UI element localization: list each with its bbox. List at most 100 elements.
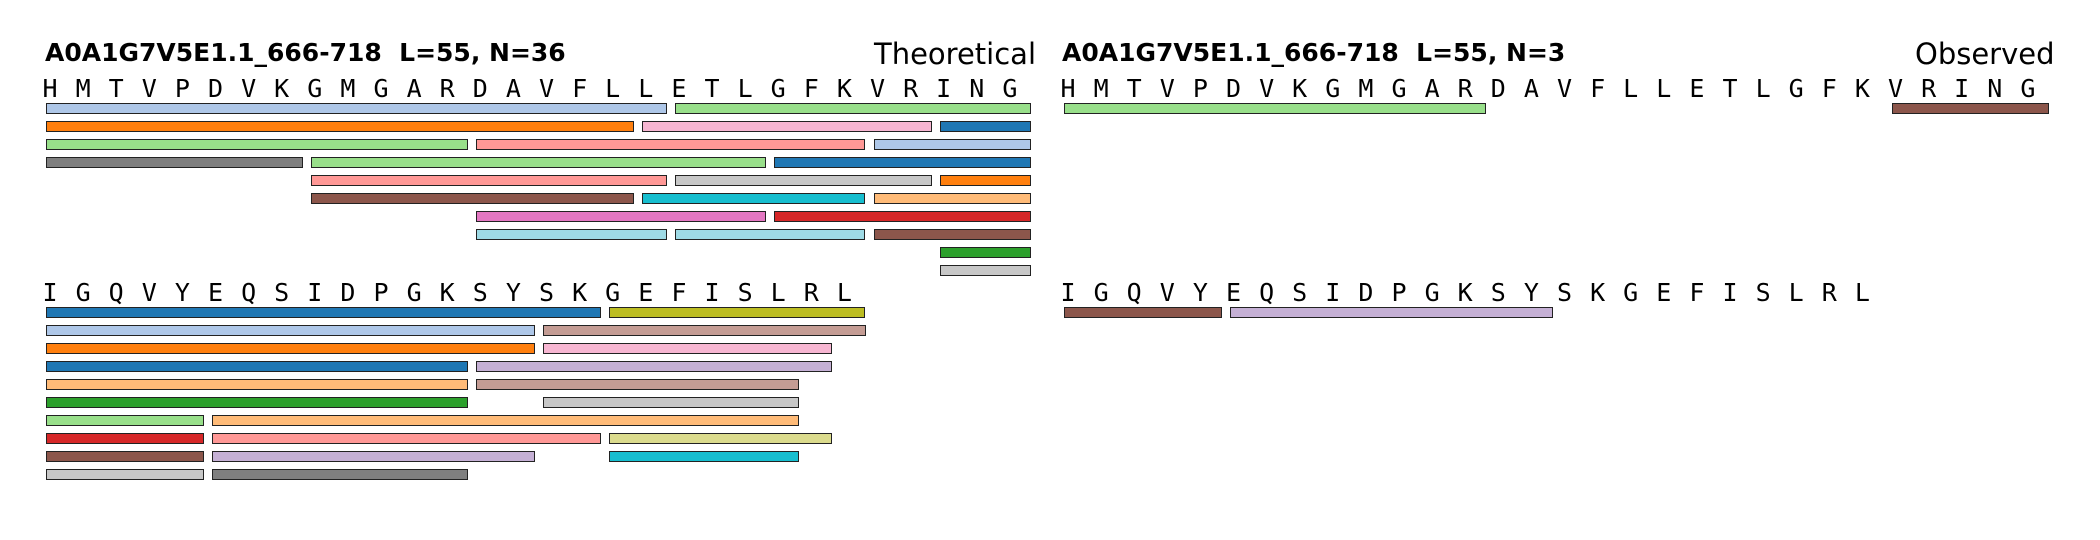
peptide-bar-theoretical-b0-8: [46, 157, 303, 168]
residue-observed-b0-20: T: [1722, 74, 1738, 103]
peptide-bar-theoretical-b1-13: [211, 415, 800, 426]
residue-theoretical-b0-2: T: [108, 74, 124, 103]
peptide-bar-theoretical-b0-19: [476, 229, 667, 240]
residue-observed-b1-13: S: [1490, 278, 1506, 307]
peptide-bar-theoretical-b1-3: [542, 325, 866, 336]
residue-observed-b1-24: L: [1854, 278, 1870, 307]
peptide-bar-theoretical-b0-1: [674, 103, 1031, 114]
residue-observed-b1-4: Y: [1192, 278, 1208, 307]
residue-observed-b1-2: Q: [1126, 278, 1142, 307]
residue-theoretical-b0-21: L: [737, 74, 753, 103]
residue-theoretical-b0-17: L: [605, 74, 621, 103]
residue-theoretical-b1-22: L: [770, 278, 786, 307]
peptide-bar-observed-b0-0: [1064, 103, 1487, 114]
peptide-bar-theoretical-b0-7: [873, 139, 1031, 150]
residue-theoretical-b0-1: M: [75, 74, 91, 103]
residue-observed-b1-5: E: [1225, 278, 1242, 307]
residue-observed-b1-18: E: [1656, 278, 1672, 307]
peptide-bar-theoretical-b1-4: [46, 343, 535, 354]
peptide-bar-theoretical-b0-17: [476, 211, 767, 222]
observed-panel-label: Observed: [1915, 37, 2055, 71]
peptide-bar-theoretical-b1-7: [476, 361, 833, 372]
residue-theoretical-b0-25: V: [869, 74, 886, 103]
residue-observed-b0-26: R: [1921, 74, 1937, 103]
residue-theoretical-b0-4: P: [174, 74, 190, 103]
peptide-bar-theoretical-b1-17: [46, 451, 204, 462]
residue-theoretical-b1-11: G: [406, 278, 422, 307]
residue-theoretical-b1-3: V: [141, 278, 157, 307]
residue-observed-b1-3: V: [1159, 278, 1175, 307]
residue-observed-b1-11: G: [1424, 278, 1440, 307]
residue-theoretical-b0-8: G: [307, 74, 323, 103]
residue-observed-b0-12: R: [1457, 74, 1473, 103]
residue-observed-b1-0: I: [1060, 278, 1076, 307]
residue-theoretical-b1-7: S: [274, 278, 290, 307]
peptide-bar-theoretical-b0-6: [476, 139, 866, 150]
residue-observed-b0-22: G: [1788, 74, 1804, 103]
residue-theoretical-b1-17: G: [605, 278, 621, 307]
residue-observed-b1-22: L: [1788, 278, 1804, 307]
residue-theoretical-b0-12: R: [439, 74, 455, 103]
peptide-bar-theoretical-b0-10: [774, 157, 1031, 168]
peptide-bar-theoretical-b1-15: [211, 433, 601, 444]
residue-observed-b1-14: Y: [1523, 278, 1539, 307]
residue-observed-b0-10: G: [1391, 74, 1407, 103]
peptide-bar-theoretical-b0-3: [641, 121, 932, 132]
peptide-bar-theoretical-b1-12: [46, 415, 204, 426]
residue-observed-b1-21: S: [1755, 278, 1771, 307]
residue-observed-b1-23: R: [1821, 278, 1837, 307]
residue-observed-b0-18: L: [1656, 74, 1672, 103]
residue-theoretical-b0-11: A: [406, 74, 422, 103]
residue-theoretical-b1-14: Y: [505, 278, 521, 307]
residue-observed-b1-8: I: [1325, 278, 1341, 307]
residue-observed-b1-7: S: [1292, 278, 1308, 307]
residue-theoretical-b0-26: R: [903, 74, 919, 103]
residue-observed-b1-10: P: [1391, 278, 1407, 307]
peptide-bar-theoretical-b1-10: [46, 397, 469, 408]
residue-observed-b0-6: V: [1259, 74, 1275, 103]
residue-observed-b1-15: S: [1556, 278, 1573, 307]
peptide-bar-theoretical-b0-5: [46, 139, 469, 150]
residue-observed-b0-15: V: [1556, 74, 1573, 103]
peptide-bar-theoretical-b1-9: [476, 379, 800, 390]
residue-observed-b0-27: I: [1954, 74, 1970, 103]
residue-theoretical-b0-28: N: [969, 74, 985, 103]
residue-theoretical-b0-13: D: [472, 74, 488, 103]
residue-observed-b0-0: H: [1060, 74, 1076, 103]
observed-panel-title: A0A1G7V5E1.1_666-718 L=55, N=3: [1062, 38, 1566, 67]
peptide-bar-theoretical-b0-11: [310, 175, 667, 186]
residue-theoretical-b1-6: Q: [241, 278, 257, 307]
residue-theoretical-b1-15: S: [538, 278, 555, 307]
residue-theoretical-b1-16: K: [572, 278, 588, 307]
peptide-bar-theoretical-b1-16: [608, 433, 833, 444]
peptide-bar-observed-b1-1: [1229, 307, 1553, 318]
residue-theoretical-b0-27: I: [936, 74, 952, 103]
residue-theoretical-b1-9: D: [340, 278, 356, 307]
residue-observed-b0-3: V: [1159, 74, 1175, 103]
residue-observed-b0-1: M: [1093, 74, 1109, 103]
residue-observed-b1-1: G: [1093, 278, 1109, 307]
residue-observed-b1-9: D: [1358, 278, 1374, 307]
residue-observed-b0-24: K: [1854, 74, 1870, 103]
residue-theoretical-b1-1: G: [75, 278, 91, 307]
peptide-bar-theoretical-b0-20: [674, 229, 866, 240]
residue-observed-b0-29: G: [2020, 74, 2036, 103]
residue-observed-b0-16: F: [1590, 74, 1606, 103]
peptide-bar-theoretical-b1-21: [211, 469, 469, 480]
residue-theoretical-b1-20: I: [704, 278, 720, 307]
peptide-bar-theoretical-b1-8: [46, 379, 469, 390]
residue-theoretical-b0-19: E: [671, 74, 687, 103]
residue-theoretical-b1-21: S: [737, 278, 753, 307]
residue-theoretical-b1-8: I: [307, 278, 323, 307]
peptide-bar-theoretical-b1-20: [46, 469, 204, 480]
residue-theoretical-b0-6: V: [241, 74, 257, 103]
residue-theoretical-b0-9: M: [340, 74, 356, 103]
peptide-bar-theoretical-b0-13: [939, 175, 1031, 186]
residue-observed-b0-4: P: [1192, 74, 1208, 103]
residue-observed-b0-9: M: [1358, 74, 1374, 103]
peptide-bar-theoretical-b0-23: [939, 265, 1031, 276]
residue-observed-b1-12: K: [1457, 278, 1473, 307]
residue-theoretical-b1-10: P: [373, 278, 389, 307]
residue-theoretical-b0-24: K: [836, 74, 852, 103]
